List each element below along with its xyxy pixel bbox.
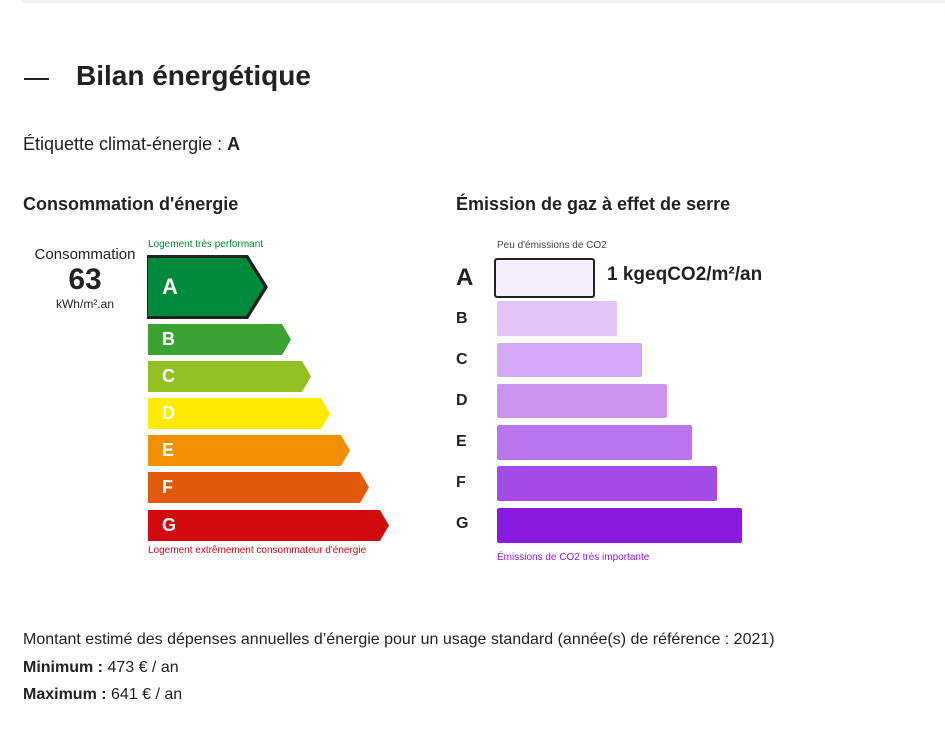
energy-heading: Consommation d'énergie: [23, 194, 239, 214]
ges-top-note: Peu d'émissions de CO2: [497, 240, 607, 251]
ges-letter-f: F: [456, 474, 466, 491]
costs-description: Montant estimé des dépenses annuelles d’…: [23, 631, 775, 648]
energy-class-e: E: [148, 435, 350, 466]
ges-class-a-bar: [494, 258, 595, 298]
energy-bottom-note: Logement extrêmement consommateur d'éner…: [148, 545, 367, 556]
page-title: Bilan énergétique: [76, 60, 311, 91]
ges-letter-c: C: [456, 351, 468, 368]
ges-heading: Émission de gaz à effet de serre: [456, 194, 731, 214]
top-divider: [22, 0, 945, 3]
ges-bottom-note: Émissions de CO2 très importante: [497, 552, 650, 563]
ges-class-g-bar: [497, 508, 742, 543]
energy-class-d: D: [148, 398, 330, 429]
ges-value: 1 kgeqCO2/m²/an: [607, 264, 763, 285]
min-value: 473 € / an: [103, 659, 179, 676]
consumption-label: Consommation: [34, 246, 136, 263]
ges-class-e-bar: [497, 425, 692, 460]
costs-minimum: Minimum : 473 € / an: [23, 659, 179, 677]
climate-label-value: A: [227, 134, 241, 154]
ges-letter-e: E: [456, 433, 467, 450]
ges-class-d-bar: [497, 384, 667, 418]
energy-class-c: C: [148, 361, 311, 392]
costs-maximum: Maximum : 641 € / an: [23, 686, 182, 704]
min-label: Minimum :: [23, 659, 103, 676]
ges-class-b-bar: [497, 301, 617, 336]
consumption-unit: kWh/m².an: [55, 297, 114, 311]
climate-label-text: Étiquette climat-énergie :: [23, 134, 228, 154]
energy-class-f: F: [148, 472, 369, 503]
consumption-box: Consommation 63 kWh/m².an: [23, 246, 147, 311]
section-dash: [24, 78, 49, 80]
energy-class-g: G: [148, 510, 389, 541]
consumption-value: 63: [68, 263, 102, 296]
energy-class-a: A: [148, 258, 264, 316]
max-label: Maximum :: [23, 686, 107, 703]
ges-letter-d: D: [456, 392, 468, 409]
ges-class-c-bar: [497, 343, 642, 377]
energy-top-note: Logement très performant: [148, 239, 264, 250]
energy-class-b: B: [148, 324, 291, 355]
ges-letter-a: A: [456, 264, 474, 291]
max-value: 641 € / an: [106, 686, 183, 703]
ges-letter-g: G: [456, 515, 469, 532]
ges-letter-b: B: [456, 310, 468, 327]
ges-class-f-bar: [497, 466, 717, 501]
climate-label: Étiquette climat-énergie : A: [23, 134, 240, 155]
